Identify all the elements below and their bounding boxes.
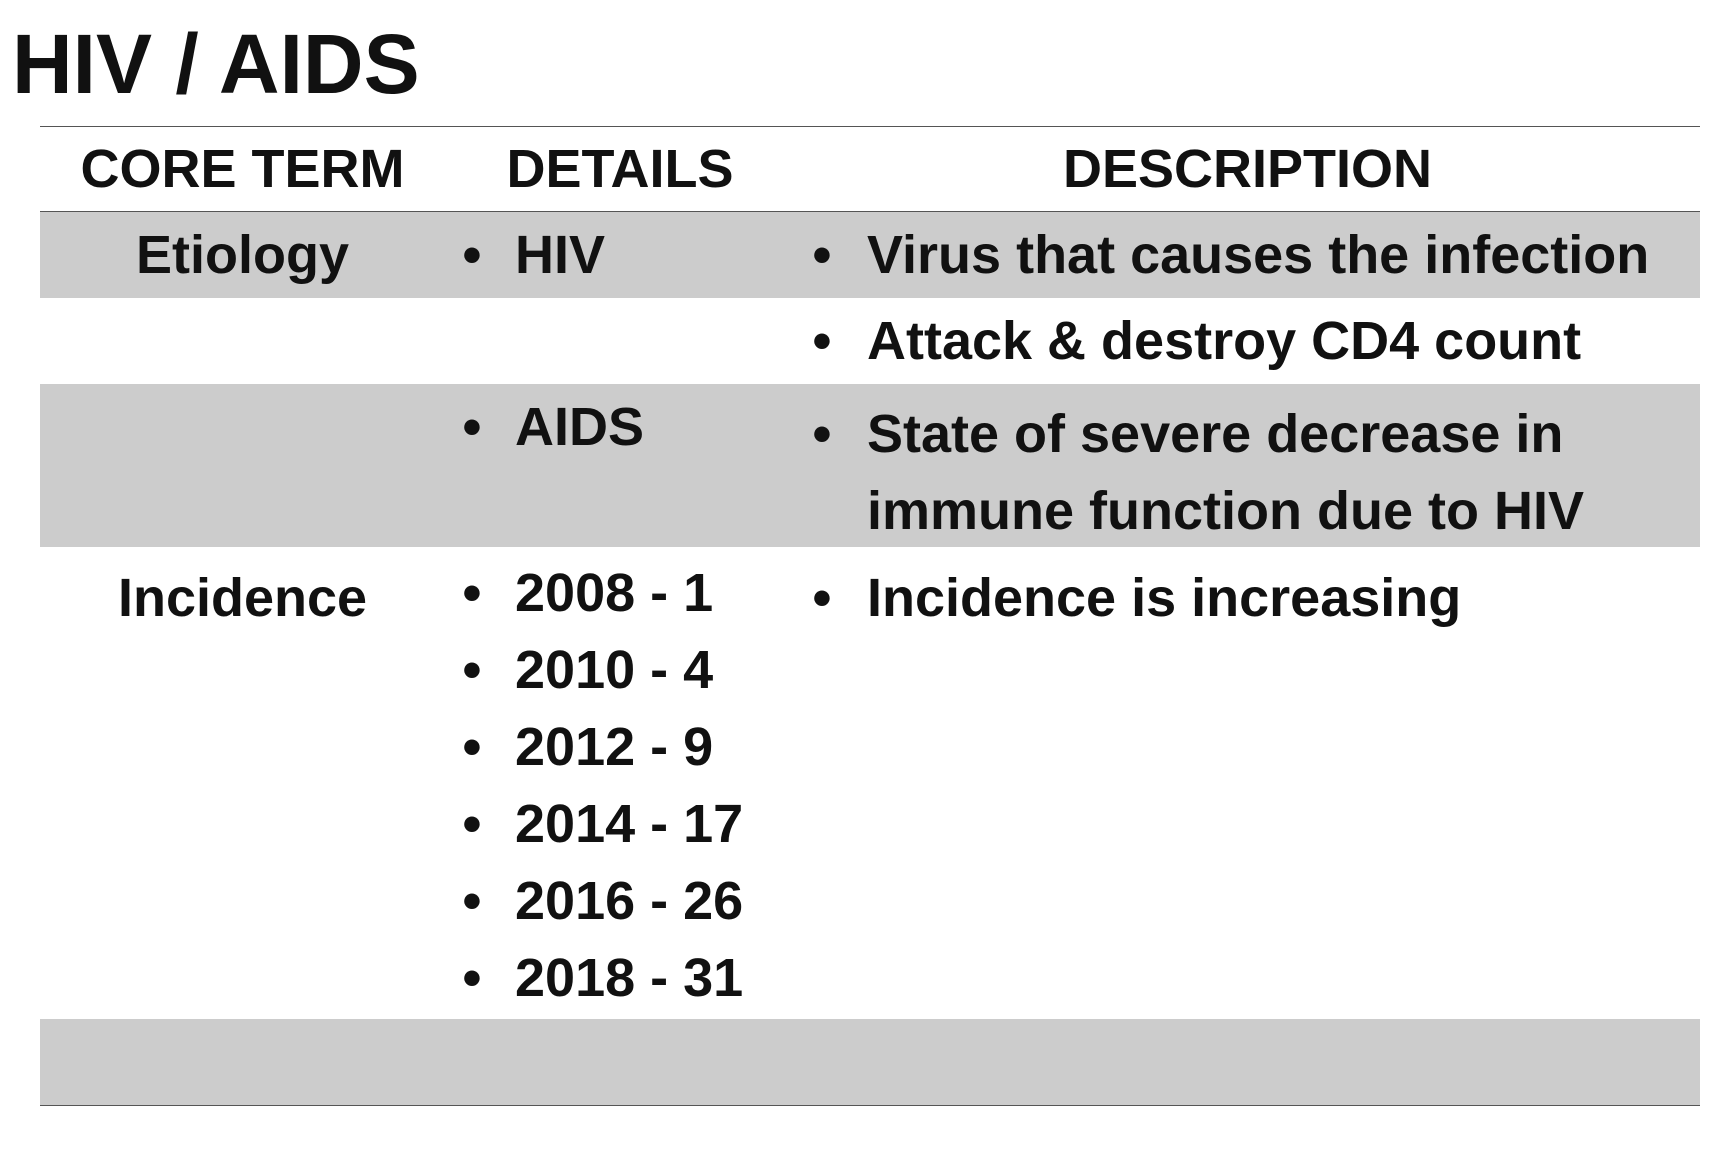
table-row-cd4: • Attack & destroy CD4 count [40, 298, 1700, 384]
details-item: • HIV [445, 224, 795, 286]
details-list: • 2008 - 1 • 2010 - 4 • 2012 - 9 • 2014 - 17… [445, 547, 795, 1019]
details-item: • AIDS [445, 396, 795, 458]
details-item: • 2012 - 9 [445, 709, 795, 786]
description-item: • Incidence is increasing [795, 567, 1700, 629]
details-item: • 2016 - 26 [445, 863, 795, 940]
header-details: DETAILS [506, 139, 734, 199]
table-top-rule [40, 126, 1700, 127]
bullet-icon: • [462, 794, 482, 854]
core-term-cell [40, 298, 445, 384]
description-item: • Attack & destroy CD4 count [795, 310, 1700, 372]
details-text: 2010 - 4 [515, 640, 714, 700]
details-text: 2016 - 26 [515, 871, 744, 931]
details-item: • 2014 - 17 [445, 786, 795, 863]
details-cell-empty [445, 298, 795, 384]
description-list: • Attack & destroy CD4 count [795, 298, 1700, 384]
description-list: • Incidence is increasing [795, 547, 1700, 1019]
bullet-icon: • [812, 404, 832, 464]
details-item: • 2018 - 31 [445, 940, 795, 1017]
details-text: 2012 - 9 [515, 717, 714, 777]
bullet-icon: • [462, 563, 482, 623]
bullet-icon: • [462, 717, 482, 777]
table-header-row: CORE TERM DETAILS DESCRIPTION [40, 127, 1700, 211]
details-item: • 2008 - 1 [445, 555, 795, 632]
terms-table: CORE TERM DETAILS DESCRIPTION Etiology •… [40, 126, 1700, 1106]
core-term-cell: Etiology [136, 225, 349, 285]
details-text: 2008 - 1 [515, 563, 714, 623]
core-term-cell [40, 384, 445, 550]
description-list: • Virus that causes the infection [795, 212, 1700, 298]
header-core-term: CORE TERM [80, 139, 405, 199]
bullet-icon: • [462, 397, 482, 457]
bullet-icon: • [462, 640, 482, 700]
slide-title: HIV / AIDS [12, 17, 420, 111]
bullet-icon: • [812, 225, 832, 285]
bullet-icon: • [462, 225, 482, 285]
bullet-icon: • [462, 948, 482, 1008]
table-row-aids: • AIDS • State of severe decrease in immun… [40, 384, 1700, 547]
bullet-icon: • [812, 311, 832, 371]
table-row-etiology-hiv: Etiology • HIV • Virus that causes the inf… [40, 212, 1700, 298]
bullet-icon: • [812, 568, 832, 628]
description-text: Incidence is increasing [867, 568, 1462, 628]
details-list: • AIDS [445, 384, 795, 550]
details-text: HIV [515, 225, 606, 285]
bullet-icon: • [462, 871, 482, 931]
empty-cell [795, 1019, 1700, 1105]
table-bottom-rule [40, 1105, 1700, 1106]
details-item: • 2010 - 4 [445, 632, 795, 709]
header-description: DESCRIPTION [1062, 139, 1433, 199]
details-text: 2018 - 31 [515, 948, 744, 1008]
details-list: • HIV [445, 212, 795, 298]
description-text: Virus that causes the infection [867, 225, 1650, 285]
empty-cell [445, 1019, 795, 1105]
description-item: • Virus that causes the infection [795, 224, 1700, 286]
description-text: Attack & destroy CD4 count [867, 311, 1582, 371]
table-row-incidence: Incidence • 2008 - 1 • 2010 - 4 • 2012 - 9 … [40, 547, 1700, 1019]
table-row-empty [40, 1019, 1700, 1105]
details-text: AIDS [515, 397, 645, 457]
table-header-rule [40, 211, 1700, 212]
description-list: • State of severe decrease in immune func… [795, 384, 1700, 550]
description-text: State of severe decrease in immune funct… [867, 404, 1584, 541]
description-item: • State of severe decrease in immune func… [795, 396, 1700, 550]
details-text: 2014 - 17 [515, 794, 744, 854]
core-term-cell: Incidence [117, 568, 368, 628]
empty-cell [40, 1019, 445, 1105]
